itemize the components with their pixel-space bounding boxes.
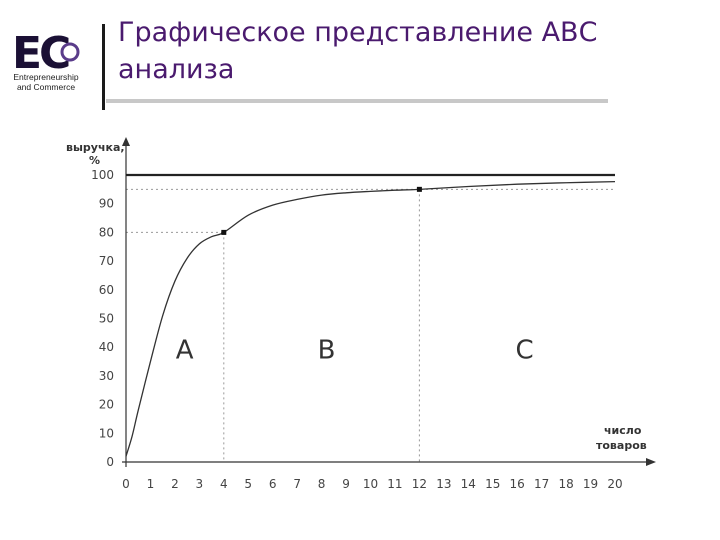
x-tick-label: 2 xyxy=(171,477,179,491)
region-label: B xyxy=(318,336,336,366)
marker-points xyxy=(221,186,422,235)
cumulative-curve xyxy=(125,180,616,457)
x-tick-label: 7 xyxy=(293,477,301,491)
logo-caption: Entrepreneurship and Commerce xyxy=(6,72,86,92)
y-tick-label: 80 xyxy=(99,225,114,239)
data-point xyxy=(221,229,227,235)
x-tick-label: 17 xyxy=(534,477,549,491)
page-title: Графическое представление АВС анализа xyxy=(118,17,598,85)
y-axis-arrow-icon xyxy=(122,137,130,146)
series-curve xyxy=(125,180,616,457)
x-tick-label: 12 xyxy=(412,477,427,491)
x-axis-label-line-1: число xyxy=(604,424,642,437)
y-tick-label: 30 xyxy=(99,369,114,383)
x-tick-label: 0 xyxy=(122,477,130,491)
logo: EC xyxy=(12,28,80,79)
y-tick-label: 90 xyxy=(99,197,114,211)
title-divider xyxy=(102,24,105,110)
x-tick-labels: 0 1 2 3 4 5 6 7 8 9 10 11 12 13 14 15 16 17 18 19 20 xyxy=(122,477,622,491)
x-tick-label: 14 xyxy=(461,477,476,491)
region-label: C xyxy=(515,336,533,366)
x-tick-label: 1 xyxy=(147,477,155,491)
x-tick-label: 13 xyxy=(436,477,451,491)
x-tick-label: 16 xyxy=(510,477,525,491)
x-tick-label: 19 xyxy=(583,477,598,491)
x-tick-label: 8 xyxy=(318,477,326,491)
x-tick-label: 6 xyxy=(269,477,277,491)
x-axis-label-line-2: товаров xyxy=(596,439,647,452)
y-tick-label: 60 xyxy=(99,283,114,297)
logo-ring-icon xyxy=(60,42,80,62)
y-tick-label: 70 xyxy=(99,254,114,268)
x-tick-label: 9 xyxy=(342,477,350,491)
chart-axes xyxy=(122,137,656,467)
logo-line-2: and Commerce xyxy=(16,82,76,92)
y-tick-label: 0 xyxy=(106,455,114,469)
y-axis-label-line-2: % xyxy=(89,154,100,167)
y-tick-labels: 0 10 20 30 40 50 60 70 80 90 100 xyxy=(91,168,114,469)
region-label: A xyxy=(176,336,194,366)
y-tick-label: 10 xyxy=(99,426,114,440)
x-tick-label: 18 xyxy=(558,477,573,491)
region-labels: A B C xyxy=(176,336,534,366)
data-point xyxy=(416,186,422,192)
x-tick-label: 11 xyxy=(387,477,402,491)
x-tick-label: 3 xyxy=(196,477,204,491)
y-axis-label-line-1: выручка, xyxy=(66,141,125,154)
x-tick-label: 20 xyxy=(607,477,622,491)
x-tick-label: 4 xyxy=(220,477,228,491)
logo-line-1: Entrepreneurship xyxy=(13,72,79,82)
x-tick-label: 5 xyxy=(244,477,252,491)
x-tick-label: 15 xyxy=(485,477,500,491)
title-underline xyxy=(106,99,608,103)
guide-lines xyxy=(126,188,615,462)
y-tick-label: 50 xyxy=(99,312,114,326)
x-axis-arrow-icon xyxy=(646,458,656,466)
y-tick-label: 100 xyxy=(91,168,114,182)
y-tick-label: 40 xyxy=(99,340,114,354)
y-tick-label: 20 xyxy=(99,398,114,412)
x-tick-label: 10 xyxy=(363,477,378,491)
